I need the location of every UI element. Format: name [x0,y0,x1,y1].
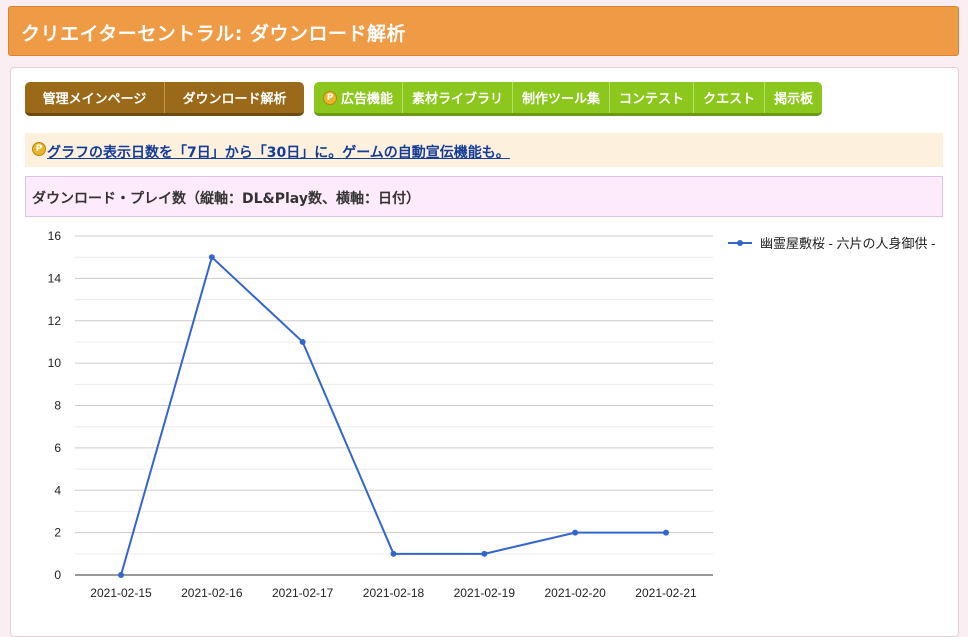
legend-label: 幽霊屋敷桜 - 六片の人身御供 - [760,236,936,251]
nav-item-forum[interactable]: 掲示板 [764,82,822,113]
legend-marker-point [737,240,743,246]
nav-item-contest[interactable]: コンテスト [609,82,693,113]
y-tick-label: 2 [54,526,61,540]
x-tick-label: 2021-02-19 [454,586,516,600]
data-point [663,529,669,536]
app-header: クリエイターセントラル: ダウンロード解析 [8,6,959,56]
nav-item-asset-library[interactable]: 素材ライブラリ [402,82,512,113]
data-point [390,550,397,557]
y-tick-label: 8 [54,399,61,413]
series-line [120,255,666,576]
primary-nav: 管理メインページ ダウンロード解析 [25,82,304,116]
y-tick-label: 16 [48,229,62,243]
y-tick-label: 4 [54,483,61,497]
x-tick-label: 2021-02-21 [635,586,697,600]
x-tick-label: 2021-02-20 [544,586,606,600]
coin-icon: P [323,90,337,105]
coin-icon: P [32,142,46,156]
notice-link[interactable]: グラフの表示日数を「7日」から「30日」に。ゲームの自動宣伝機能も。 [47,145,510,161]
nav-item-download-analysis[interactable]: ダウンロード解析 [164,82,304,113]
y-tick-label: 10 [48,356,62,370]
data-point [299,338,306,345]
page-title: クリエイターセントラル: ダウンロード解析 [21,23,406,45]
notice-banner: P グラフの表示日数を「7日」から「30日」に。ゲームの自動宣伝機能も。 [25,133,943,167]
data-point [481,550,488,557]
x-tick-label: 2021-02-16 [181,586,243,600]
data-point [208,254,215,261]
download-play-chart: 0 2 4 6 8 10 12 14 16 2021-02-15 2021-02-16 2021-02… [48,229,936,600]
secondary-nav: P 広告機能 素材ライブラリ 制作ツール集 コンテスト クエスト 掲示板 [314,82,823,116]
y-tick-label: 6 [54,441,61,455]
y-tick-label: 12 [48,314,62,328]
y-tick-label: 14 [48,271,62,285]
nav-item-tools[interactable]: 制作ツール集 [512,82,609,113]
data-point [118,572,124,578]
data-point [572,529,579,536]
x-tick-label: 2021-02-18 [363,586,425,600]
chart-section-header: ダウンロード・プレイ数（縦軸：DL&Play数、横軸：日付） [25,176,943,217]
x-tick-label: 2021-02-15 [90,586,152,600]
nav-item-ads-label: 広告機能 [341,92,394,107]
nav-item-ads[interactable]: P 広告機能 [314,82,402,113]
x-tick-label: 2021-02-17 [272,586,334,600]
nav-item-main-page[interactable]: 管理メインページ [42,92,147,107]
nav-item-quest[interactable]: クエスト [693,82,764,113]
chart-section-title: ダウンロード・プレイ数（縦軸：DL&Play数、横軸：日付） [32,191,420,207]
y-tick-label: 0 [54,568,61,582]
